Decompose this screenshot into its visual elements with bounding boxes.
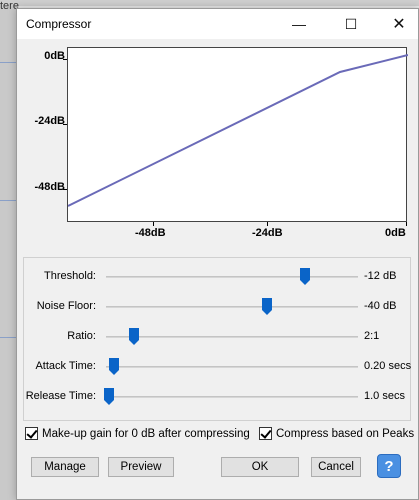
noise-floor-slider-thumb[interactable] (262, 298, 273, 315)
threshold-label: Threshold: (44, 270, 96, 282)
noise-floor-track[interactable] (106, 306, 358, 308)
ratio-label: Ratio: (67, 330, 96, 342)
attack-time-label: Attack Time: (35, 360, 96, 372)
y-tick (63, 189, 67, 190)
noise-floor-row: Noise Floor: -40 dB (24, 292, 412, 322)
threshold-value: -12 dB (364, 270, 397, 282)
preview-button[interactable]: Preview (108, 457, 174, 477)
compressor-dialog: Compressor — ☐ ✕ 0dB -24dB -48dB -48dB -… (16, 8, 419, 500)
compressor-graph: 0dB -24dB -48dB -48dB -24dB 0dB (17, 39, 418, 261)
threshold-track[interactable] (106, 276, 358, 278)
compress-peaks-checkbox-box[interactable] (259, 427, 272, 440)
noise-floor-label: Noise Floor: (36, 300, 96, 312)
threshold-row: Threshold: -12 dB (24, 262, 412, 292)
title-bar[interactable]: Compressor — ☐ ✕ (17, 9, 418, 39)
y-axis-label-minus24db: -24dB (34, 115, 65, 127)
ratio-slider-thumb[interactable] (128, 328, 139, 345)
release-time-track[interactable] (106, 396, 358, 398)
release-time-slider-thumb[interactable] (103, 388, 114, 405)
makeup-gain-checkbox-box[interactable] (25, 427, 38, 440)
ok-button[interactable]: OK (221, 457, 299, 477)
ratio-value: 2:1 (364, 330, 380, 342)
dialog-title: Compressor (26, 17, 92, 31)
compress-peaks-checkbox[interactable]: Compress based on Peaks (259, 427, 414, 440)
release-time-row: Release Time: 1.0 secs (24, 382, 412, 412)
controls-panel: Threshold: -12 dB Noise Floor: -40 dB Ra… (23, 257, 411, 421)
compress-peaks-label: Compress based on Peaks (276, 427, 415, 440)
release-time-value: 1.0 secs (364, 390, 405, 402)
x-tick (406, 222, 407, 226)
compression-curve (68, 54, 408, 207)
background-track-line (0, 200, 18, 201)
attack-time-slider-thumb[interactable] (108, 358, 119, 375)
background-app-top (0, 0, 419, 6)
help-button[interactable]: ? (377, 454, 401, 478)
threshold-slider-thumb[interactable] (300, 268, 311, 285)
background-track-line (0, 62, 18, 63)
x-axis-label-minus48db: -48dB (135, 227, 166, 239)
x-tick (153, 222, 154, 226)
x-tick (267, 222, 268, 226)
background-track-line (0, 337, 18, 338)
makeup-gain-label: Make-up gain for 0 dB after compressing (42, 427, 250, 440)
attack-time-row: Attack Time: 0.20 secs (24, 352, 412, 382)
ratio-row: Ratio: 2:1 (24, 322, 412, 352)
close-button[interactable]: ✕ (392, 16, 406, 33)
y-tick (63, 124, 67, 125)
cancel-button[interactable]: Cancel (311, 457, 361, 477)
background-app (0, 0, 18, 500)
x-axis-label-minus24db: -24dB (252, 227, 283, 239)
maximize-button[interactable]: ☐ (344, 15, 358, 32)
y-axis-label-minus48db: -48dB (34, 181, 65, 193)
x-axis-label-0db: 0dB (385, 227, 406, 239)
graph-plot-area (67, 47, 408, 222)
y-axis-label-0db: 0dB (44, 50, 65, 62)
minimize-button[interactable]: — (292, 16, 306, 32)
noise-floor-value: -40 dB (364, 300, 397, 312)
release-time-label: Release Time: (25, 390, 96, 402)
y-tick (63, 59, 67, 60)
attack-time-track[interactable] (106, 366, 358, 368)
makeup-gain-checkbox[interactable]: Make-up gain for 0 dB after compressing (25, 427, 250, 440)
ratio-track[interactable] (106, 336, 358, 338)
attack-time-value: 0.20 secs (364, 360, 412, 372)
manage-button[interactable]: Manage (31, 457, 99, 477)
background-partial-text: tere (0, 0, 19, 12)
